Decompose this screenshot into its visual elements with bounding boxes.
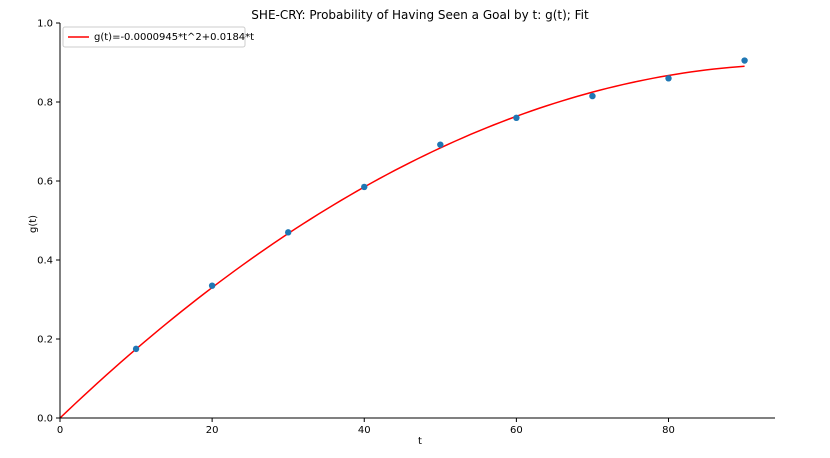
chart-title: SHE-CRY: Probability of Having Seen a Go… xyxy=(251,8,589,22)
y-tick-label: 0.8 xyxy=(37,98,53,109)
y-ticks: 0.0 0.2 0.4 0.6 0.8 1.0 xyxy=(37,19,60,425)
data-point xyxy=(208,282,216,289)
y-tick-label: 0.2 xyxy=(37,335,53,346)
legend-box xyxy=(62,26,246,48)
y-tick-label: 1.0 xyxy=(37,19,53,30)
data-point xyxy=(513,114,520,122)
x-tick-label: 80 xyxy=(662,425,675,436)
y-tick-label: 0.0 xyxy=(37,414,53,425)
data-point xyxy=(284,229,292,236)
data-point xyxy=(741,57,748,64)
x-tick-label: 40 xyxy=(358,425,371,436)
x-tick-label: 0 xyxy=(57,425,63,436)
data-point xyxy=(132,345,140,353)
y-axis-label: g(t) xyxy=(28,215,39,233)
legend: g(t)=-0.0000945*t^2+0.0184*t xyxy=(62,26,254,48)
y-tick-label: 0.4 xyxy=(37,256,53,267)
x-tick-label: 20 xyxy=(206,425,219,436)
x-axis-label: t xyxy=(418,436,422,447)
plot-area xyxy=(59,57,748,419)
data-point xyxy=(665,75,672,82)
legend-fit-label: g(t)=-0.0000945*t^2+0.0184*t xyxy=(94,32,254,43)
x-ticks: 0 20 40 60 80 xyxy=(57,418,675,436)
data-point xyxy=(437,141,444,148)
y-tick-label: 0.6 xyxy=(37,177,53,188)
x-tick-label: 60 xyxy=(510,425,523,436)
fit-line xyxy=(59,65,745,419)
data-point xyxy=(361,183,368,191)
data-point xyxy=(589,92,596,100)
